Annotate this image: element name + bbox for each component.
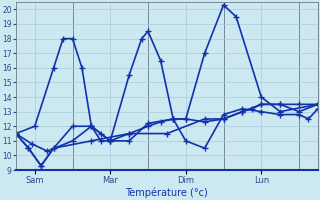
X-axis label: Température (°c): Température (°c) [125, 187, 208, 198]
